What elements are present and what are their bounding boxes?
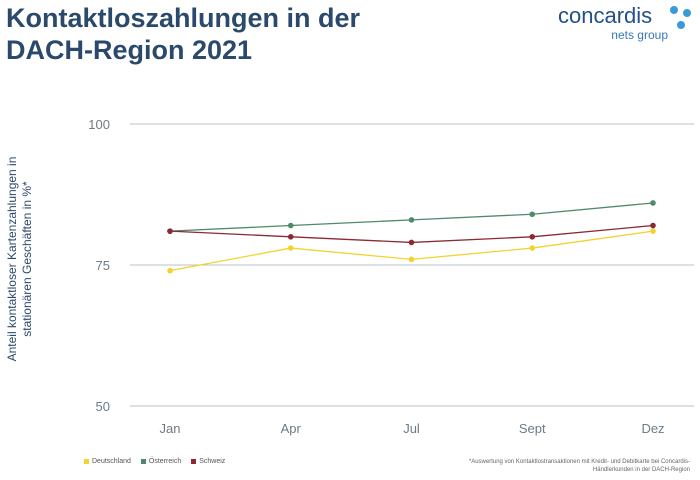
- x-tick-label: Jul: [403, 421, 420, 436]
- logo-wordmark: concardis: [558, 3, 653, 28]
- legend-entry: Schweiz: [191, 458, 225, 465]
- x-tick-label: Apr: [281, 421, 302, 436]
- data-point: [167, 267, 173, 274]
- concardis-logo: concardis nets group: [558, 4, 698, 44]
- data-point: [529, 211, 536, 218]
- data-point: [650, 222, 656, 229]
- data-point: [408, 217, 415, 223]
- legend-swatch: [84, 459, 89, 464]
- logo-dots-icon: [670, 6, 691, 29]
- legend-swatch: [140, 459, 146, 464]
- series-line-österreich: [169, 202, 654, 232]
- legend-entry: Deutschland: [84, 458, 131, 465]
- data-point: [167, 228, 173, 234]
- legend-swatch: [191, 459, 197, 464]
- data-point: [650, 228, 656, 234]
- y-tick-label: 100: [88, 117, 110, 132]
- legend-label: Deutschland: [92, 458, 131, 465]
- data-point: [408, 239, 415, 246]
- data-point: [650, 200, 656, 206]
- y-tick-label: 75: [96, 258, 110, 273]
- legend: Deutschland Österreich Schweiz: [84, 458, 225, 465]
- data-point: [408, 256, 415, 263]
- legend-entry: Österreich: [140, 458, 182, 465]
- data-point: [287, 234, 294, 240]
- chart-title: Kontaktloszahlungen in der DACH-Region 2…: [6, 3, 361, 65]
- x-tick-label: Sept: [519, 421, 546, 436]
- logo-subline: nets group: [611, 28, 668, 42]
- legend-label: Österreich: [148, 458, 182, 465]
- y-tick-label: 50: [96, 399, 110, 414]
- footnote: *Auswertung von Kontaktlostransaktionen …: [468, 459, 690, 473]
- data-point: [529, 234, 536, 240]
- x-tick-label: Dez: [641, 421, 664, 436]
- x-tick-label: Jan: [160, 421, 181, 436]
- data-point: [529, 245, 536, 251]
- legend-label: Schweiz: [199, 458, 226, 465]
- data-point: [287, 222, 294, 229]
- data-point: [287, 245, 294, 251]
